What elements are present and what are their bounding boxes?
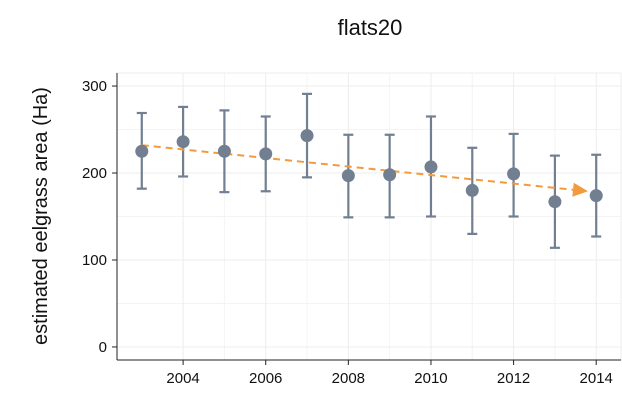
data-point — [589, 189, 603, 203]
y-tick-label: 0 — [99, 339, 107, 356]
y-tick-label: 200 — [82, 165, 107, 182]
chart-title: flats20 — [338, 15, 403, 40]
axes — [112, 73, 621, 365]
grid — [116, 72, 622, 361]
data-point — [217, 144, 231, 158]
y-tick-labels: 0 100 200 300 — [82, 78, 107, 356]
x-tick-label: 2004 — [166, 370, 199, 387]
data-point — [176, 135, 190, 149]
trend-line-dashed — [141, 144, 574, 191]
data-point — [341, 169, 355, 183]
y-tick-label: 300 — [82, 78, 107, 95]
data-point — [259, 147, 273, 161]
x-tick-label: 2006 — [249, 370, 282, 387]
data-point — [465, 183, 479, 197]
x-tick-label: 2010 — [414, 370, 447, 387]
y-tick-label: 100 — [82, 252, 107, 269]
x-tick-label: 2008 — [332, 370, 365, 387]
x-tick-label: 2014 — [580, 370, 613, 387]
x-tick-label: 2012 — [497, 370, 530, 387]
x-tick-labels: 2004 2006 2008 2010 2012 2014 — [166, 370, 612, 387]
data-point — [383, 168, 397, 182]
data-point — [424, 160, 438, 174]
data-points — [135, 129, 603, 209]
data-point — [300, 129, 314, 143]
trend-line — [141, 144, 588, 197]
data-point — [548, 195, 562, 209]
trend-arrowhead — [572, 182, 588, 197]
data-point — [135, 144, 149, 158]
data-point — [507, 167, 521, 181]
y-axis-label: estimated eelgrass area (Ha) — [30, 87, 52, 345]
